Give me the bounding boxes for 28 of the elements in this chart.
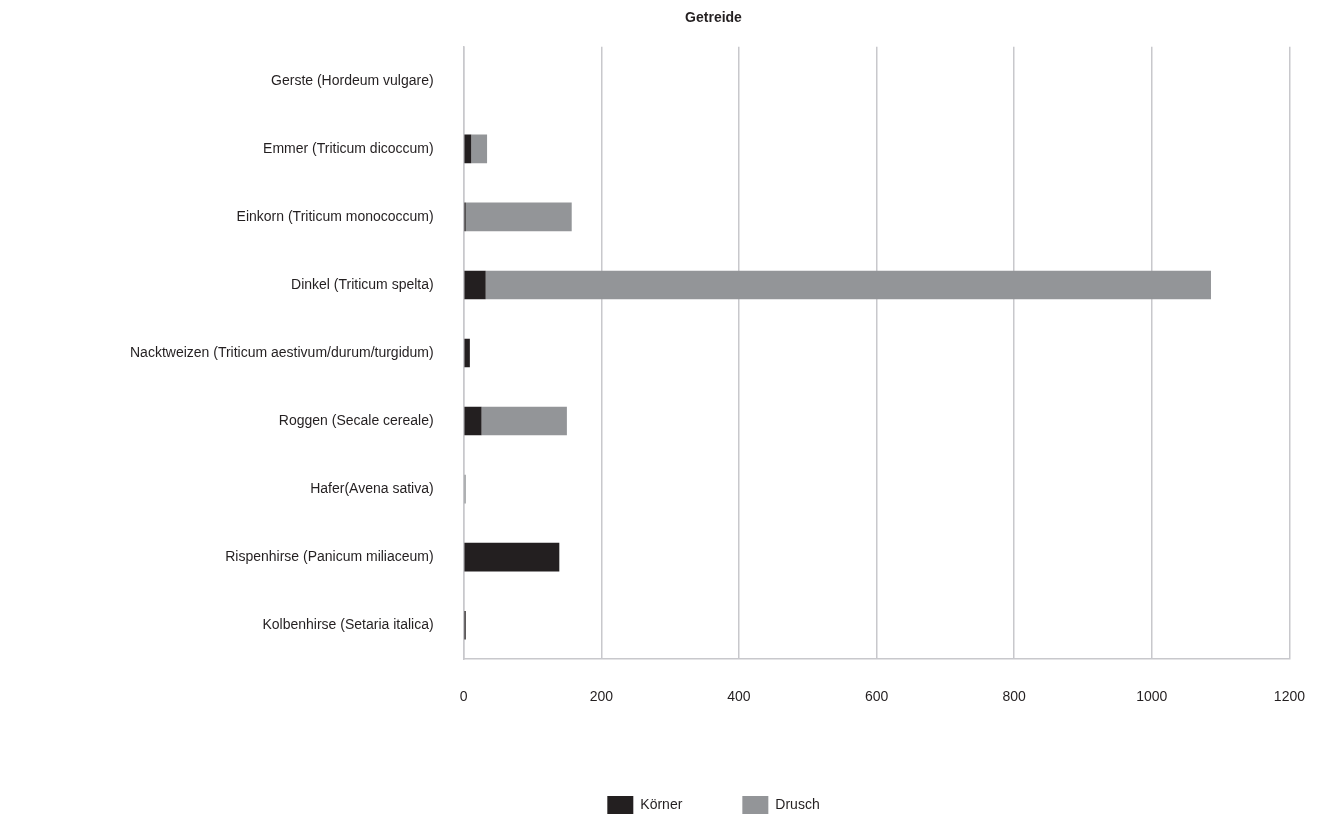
x-tick-label: 0	[459, 688, 468, 705]
x-tick-label: 400	[727, 688, 751, 705]
bar	[464, 270, 486, 300]
y-tick-label: Kolbenhirse (Setaria italica)	[262, 616, 434, 633]
chart-title: Getreide	[685, 9, 743, 26]
bar	[464, 406, 482, 436]
legend-label: Drusch	[775, 795, 820, 812]
x-tick-label: 1200	[1273, 688, 1306, 705]
x-tick-label: 800	[1002, 688, 1027, 705]
y-tick-label: Dinkel (Triticum spelta)	[291, 275, 434, 292]
y-tick-label: Emmer (Triticum dicoccum)	[263, 139, 434, 156]
bar	[465, 202, 572, 232]
y-tick-label: Roggen (Secale cereale)	[278, 411, 434, 428]
bar	[464, 134, 472, 164]
bar	[485, 270, 1211, 300]
bar	[464, 338, 470, 368]
y-tick-label: Hafer(Avena sativa)	[310, 479, 434, 496]
y-tick-label: Gerste (Hordeum vulgare)	[271, 71, 434, 88]
x-tick-label: 200	[589, 688, 614, 705]
bar	[471, 134, 488, 164]
x-tick-label: 1000	[1136, 688, 1168, 705]
y-tick-label: Einkorn (Triticum monococcum)	[236, 207, 434, 224]
y-tick-label: Rispenhirse (Panicum miliaceum)	[225, 547, 434, 564]
bar	[481, 406, 567, 436]
x-tick-label: 600	[864, 688, 889, 705]
legend-label: Körner	[640, 795, 683, 812]
y-tick-label: Nacktweizen (Triticum aestivum/durum/turgidum)	[129, 343, 434, 360]
bar	[464, 542, 560, 572]
